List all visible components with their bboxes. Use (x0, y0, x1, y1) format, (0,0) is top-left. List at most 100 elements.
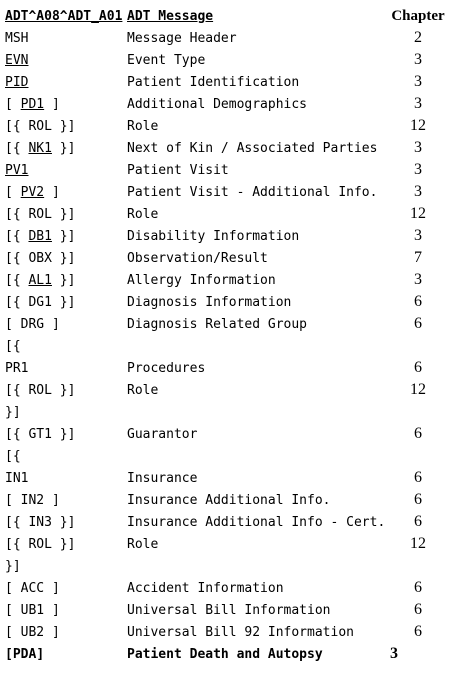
segment-cell: [{ IN3 }] (5, 515, 75, 531)
segment-code: OBX (28, 251, 52, 266)
segment-group-open: [ (5, 647, 13, 662)
segment-chapter: 6 (414, 469, 422, 486)
segment-chapter: 3 (414, 227, 422, 244)
segment-code[interactable]: NK1 (28, 141, 52, 156)
segment-code: DG1 (28, 295, 52, 310)
segment-description: Procedures (127, 361, 206, 376)
segment-group-close: ] (44, 581, 60, 596)
segment-cell: [{ GT1 }] (5, 427, 75, 443)
segment-description: Patient Visit (127, 163, 229, 178)
segment-description: Patient Death and Autopsy (127, 647, 323, 662)
segment-group-open: [ (5, 603, 21, 618)
segment-group-open: [{ (5, 339, 21, 354)
segment-cell: MSH (5, 31, 28, 47)
segment-code: PDA (12, 647, 37, 662)
segment-group-open: [{ (5, 383, 29, 398)
segment-group-close: }] (51, 427, 76, 442)
chapter-header: Chapter (391, 8, 445, 24)
segment-cell: [{ DG1 }] (5, 295, 75, 311)
segment-code[interactable]: PV1 (5, 163, 29, 178)
segment-group-open: [{ (5, 141, 29, 156)
segment-description: Additional Demographics (127, 97, 308, 112)
segment-description: Insurance (127, 471, 198, 486)
segment-chapter: 6 (414, 359, 422, 376)
segment-cell: [{ AL1 }] (5, 273, 75, 289)
table-header-row: ADT^A08^ADT_A01 ADT Message Chapter (0, 6, 457, 28)
segment-group-open: [{ (5, 273, 29, 288)
segment-chapter: 6 (414, 579, 422, 596)
segment-group-close: ] (44, 97, 60, 112)
segment-description: Role (127, 383, 159, 398)
segment-code[interactable]: EVN (5, 53, 29, 68)
segment-group-close: ] (44, 625, 60, 640)
segment-code[interactable]: AL1 (28, 273, 52, 288)
segment-code: DRG (20, 317, 45, 332)
segment-description: Universal Bill 92 Information (127, 625, 354, 640)
message-description-header: ADT Message (127, 9, 214, 24)
segment-group-close: ] (44, 185, 60, 200)
segment-chapter: 6 (414, 601, 422, 618)
segment-cell: [ UB1 ] (5, 603, 60, 619)
segment-chapter: 6 (414, 623, 422, 640)
segment-description: Disability Information (127, 229, 300, 244)
segment-code[interactable]: PID (5, 75, 29, 90)
table-row: [{ DB1 }] Disability Information 3 (0, 226, 457, 248)
segment-group-open: [{ (5, 229, 29, 244)
table-row: [ IN2 ] Insurance Additional Info. 6 (0, 490, 457, 512)
segment-chapter: 6 (414, 513, 422, 530)
segment-chapter: 3 (414, 73, 422, 90)
table-row: [{ ROL }] Role 12 (0, 204, 457, 226)
segment-chapter: 6 (414, 425, 422, 442)
segment-code: GT1 (28, 427, 52, 442)
message-type-header: ADT^A08^ADT_A01 (5, 9, 123, 24)
segment-group-open: [ (5, 625, 21, 640)
segment-code: PR1 (5, 361, 29, 376)
segment-cell: [{ ROL }] (5, 119, 75, 135)
segment-code: IN3 (28, 515, 52, 530)
segment-chapter: 3 (414, 95, 422, 112)
segment-code: ROL (28, 119, 52, 134)
segment-code[interactable]: PV2 (20, 185, 45, 200)
segment-cell: [ DRG ] (5, 317, 60, 333)
segment-cell: [ UB2 ] (5, 625, 60, 641)
segment-cell: PV1 (5, 163, 28, 179)
segment-group-close: ] (44, 603, 60, 618)
segment-group-close: }] (51, 537, 76, 552)
segment-chapter: 12 (410, 381, 426, 398)
table-row: [ UB1 ] Universal Bill Information 6 (0, 600, 457, 622)
segment-group-open: [{ (5, 427, 29, 442)
segment-description: Allergy Information (127, 273, 276, 288)
segment-group-close: }] (51, 295, 76, 310)
segment-code[interactable]: DB1 (28, 229, 52, 244)
segment-chapter: 6 (414, 315, 422, 332)
segment-chapter: 3 (414, 51, 422, 68)
segment-description: Insurance Additional Info - Cert. (127, 515, 386, 530)
segment-group-open: }] (5, 405, 21, 420)
table-row: [{ ROL }] Role 12 (0, 534, 457, 556)
segment-group-open: }] (5, 559, 21, 574)
segment-cell: IN1 (5, 471, 28, 487)
segment-group-close: ] (36, 647, 45, 662)
segment-description: Insurance Additional Info. (127, 493, 331, 508)
table-row: [ PD1 ] Additional Demographics 3 (0, 94, 457, 116)
segment-group-close: ] (44, 493, 60, 508)
table-row: EVN Event Type 3 (0, 50, 457, 72)
table-row: [{ ROL }] Role 12 (0, 380, 457, 402)
segment-chapter: 12 (410, 117, 426, 134)
segment-cell: [{ OBX }] (5, 251, 75, 267)
segment-description: Role (127, 207, 159, 222)
segment-chapter: 6 (414, 293, 422, 310)
segment-group-open: [{ (5, 207, 29, 222)
table-row: PR1 Procedures 6 (0, 358, 457, 380)
segment-chapter: 3 (414, 161, 422, 178)
table-row: PV1 Patient Visit 3 (0, 160, 457, 182)
segment-code[interactable]: PD1 (20, 97, 45, 112)
table-row: [ DRG ] Diagnosis Related Group 6 (0, 314, 457, 336)
segment-description: Message Header (127, 31, 237, 46)
table-row: [{ DG1 }] Diagnosis Information 6 (0, 292, 457, 314)
segment-code: IN2 (20, 493, 45, 508)
segment-description: Event Type (127, 53, 206, 68)
segment-description: Guarantor (127, 427, 198, 442)
segment-description: Observation/Result (127, 251, 268, 266)
segment-group-close: ] (44, 317, 60, 332)
